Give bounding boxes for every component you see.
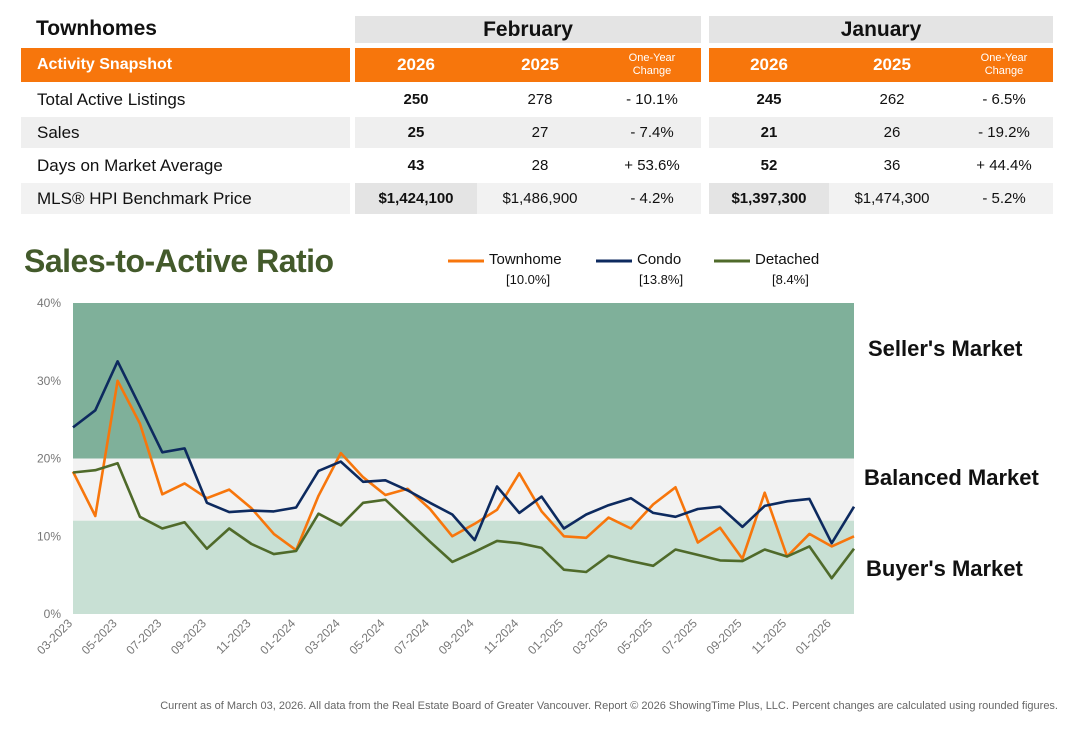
group-header-january: January [709,16,1053,43]
table-cell-feb-cur: 43 [355,150,477,181]
table-cell-jan-prev: 262 [829,84,955,115]
table-title: Townhomes [36,17,157,40]
table-cell-feb-prev: 27 [477,117,603,148]
legend-value-townhome: [10.0%] [506,272,551,287]
x-tick-label: 11-2023 [213,616,254,657]
band-buyer-s-market [73,520,854,614]
band-balanced-market [73,458,854,521]
y-tick-label: 0% [44,607,62,621]
table-cell-feb-chg: - 10.1% [603,84,701,115]
table-cell-feb-prev: 28 [477,150,603,181]
series-line-condo [72,360,856,545]
jan-change-header: One-Year Change [955,48,1053,82]
y-tick-label: 20% [37,452,61,466]
legend-value-condo: [13.8%] [639,272,684,287]
x-tick-label: 07-2023 [123,616,164,657]
x-tick-label: 01-2024 [257,616,298,657]
table-cell-feb-cur: 25 [355,117,477,148]
table-cell-jan-cur: 52 [709,150,829,181]
x-tick-label: 01-2025 [525,616,566,657]
feb-year-current: 2026 [355,48,477,82]
table-cell-label: Sales [21,117,350,148]
x-tick-label: 05-2023 [79,616,120,657]
table-cell-jan-prev: 36 [829,150,955,181]
table-cell-feb-prev: $1,486,900 [477,183,603,214]
chart-title: Sales-to-Active Ratio [24,243,334,279]
footer-note: Current as of March 03, 2026. All data f… [160,700,1058,712]
x-tick-label: 09-2025 [704,616,745,657]
x-tick-label: 01-2026 [793,616,834,657]
sellers-market-label: Seller's Market [868,336,1023,361]
table-cell-feb-prev: 278 [477,84,603,115]
x-tick-label: 07-2025 [659,616,700,657]
legend-line-detached [714,259,750,263]
legend-label-detached: Detached [755,251,820,268]
table-cell-feb-chg: + 53.6% [603,150,701,181]
legend-line-townhome [448,259,484,263]
table-cell-feb-chg: - 4.2% [603,183,701,214]
jan-year-prior: 2025 [829,48,955,82]
x-tick-label: 03-2025 [570,616,611,657]
balanced-market-label: Balanced Market [864,465,1039,490]
table-cell-jan-cur: 21 [709,117,829,148]
sales-to-active-chart: 0%10%20%30%40%03-2023 05-2023 07-2023 09-20… [34,296,856,657]
x-tick-label: 03-2024 [302,616,343,657]
x-tick-label: 11-2024 [481,616,522,657]
legend-label-condo: Condo [637,251,682,268]
table-cell-feb-cur: 250 [355,84,477,115]
buyers-market-label: Buyer's Market [866,556,1023,581]
table-cell-jan-chg: - 5.2% [955,183,1053,214]
group-header-february: February [355,16,701,43]
feb-year-prior: 2025 [477,48,603,82]
table-cell-feb-cur: $1,424,100 [355,183,477,214]
x-tick-label: 05-2024 [346,616,387,657]
table-cell-jan-chg: - 6.5% [955,84,1053,115]
x-tick-label: 07-2024 [391,616,432,657]
y-tick-label: 40% [37,296,61,310]
x-tick-label: 09-2024 [436,616,477,657]
x-tick-label: 11-2025 [749,616,790,657]
x-tick-label: 09-2023 [168,616,209,657]
table-cell-label: MLS® HPI Benchmark Price [21,183,350,214]
legend-value-detached: [8.4%] [772,272,809,287]
table-cell-jan-prev: $1,474,300 [829,183,955,214]
legend-label-townhome: Townhome [489,251,562,268]
legend-line-condo [596,259,632,263]
table-cell-jan-chg: + 44.4% [955,150,1053,181]
table-cell-label: Total Active Listings [21,84,350,115]
jan-year-current: 2026 [709,48,829,82]
table-cell-jan-cur: 245 [709,84,829,115]
table-cell-jan-chg: - 19.2% [955,117,1053,148]
y-tick-label: 10% [37,529,61,543]
series-line-detached [72,461,856,580]
band-seller-s-market [73,303,854,459]
table-cell-jan-prev: 26 [829,117,955,148]
feb-change-header: One-Year Change [603,48,701,82]
x-tick-label: 05-2025 [614,616,655,657]
table-cell-jan-cur: $1,397,300 [709,183,829,214]
table-cell-label: Days on Market Average [21,150,350,181]
y-tick-label: 30% [37,374,61,388]
table-cell-feb-chg: - 7.4% [603,117,701,148]
x-tick-label: 03-2023 [34,616,75,657]
snapshot-label: Activity Snapshot [21,48,350,82]
